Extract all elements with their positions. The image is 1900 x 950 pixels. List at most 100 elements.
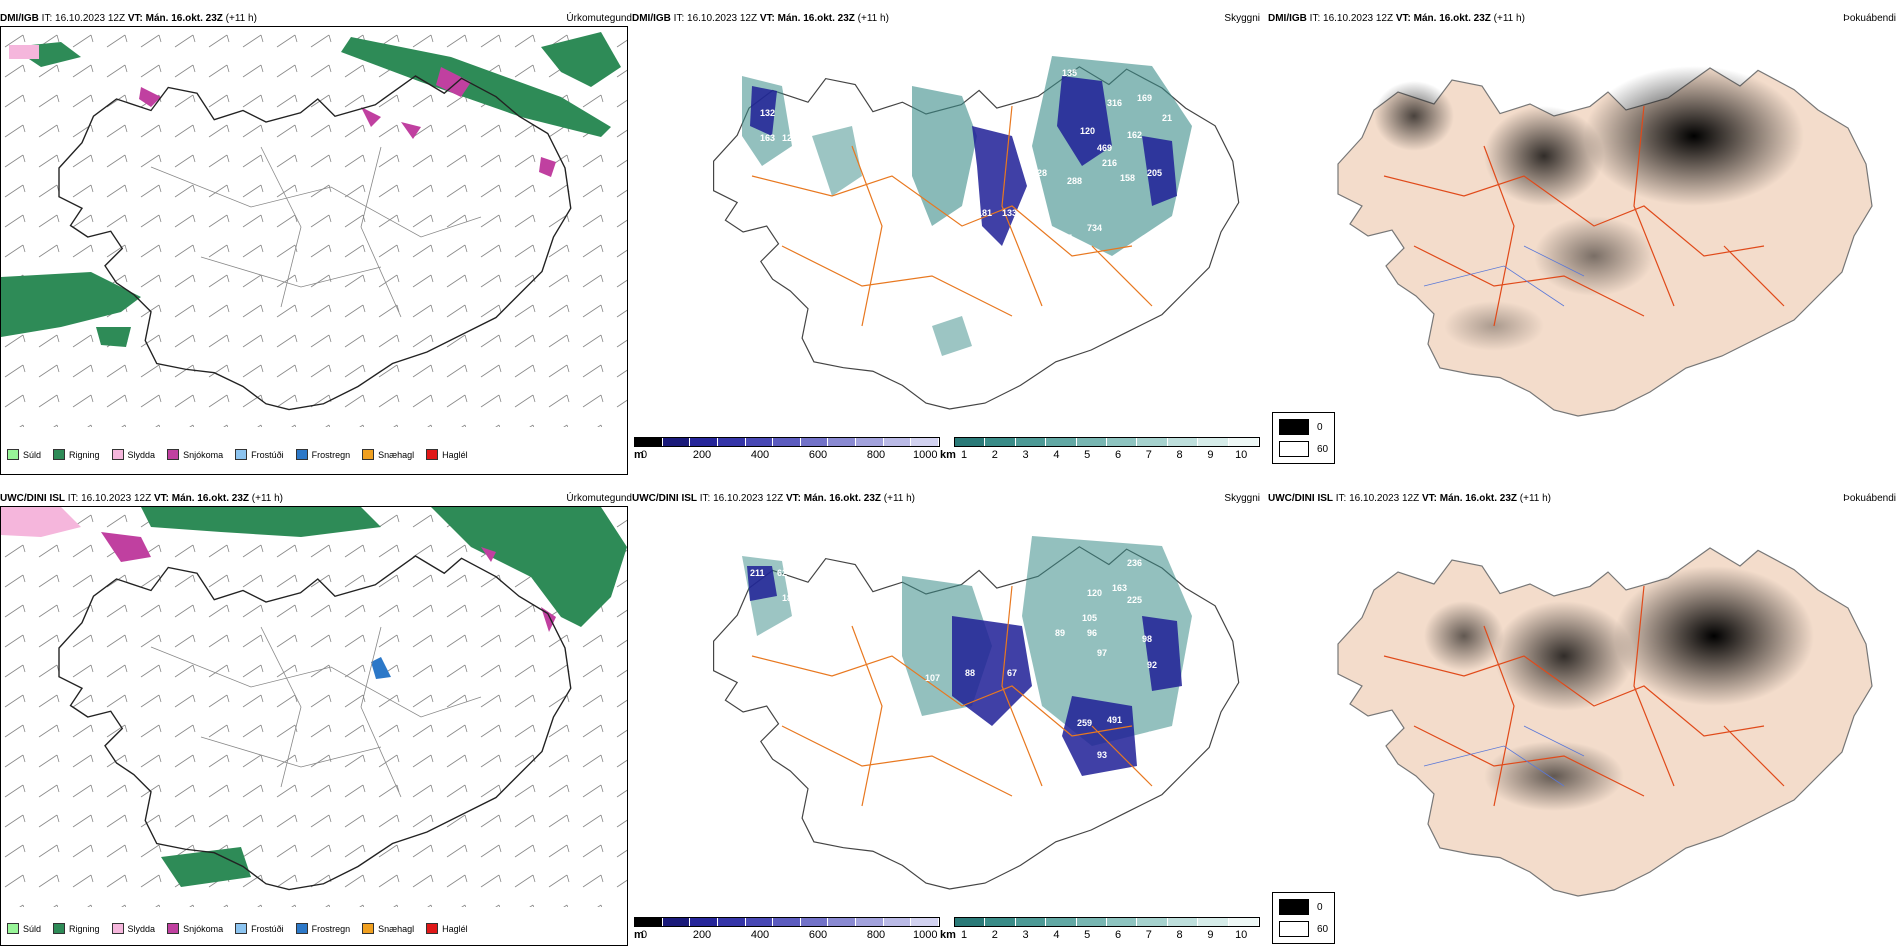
tick: 8: [1176, 449, 1183, 461]
svg-text:96: 96: [1087, 628, 1097, 638]
it-label: IT:: [673, 13, 685, 24]
init-time: 16.10.2023 12Z: [1323, 13, 1394, 24]
panel-title: Þokuábendi: [1843, 493, 1896, 504]
model-name: UWC/DINI ISL: [1268, 493, 1333, 504]
map-frame: Súld Rigning Slydda Snjókoma Frostúði Fr…: [0, 506, 628, 946]
init-time: 16.10.2023 12Z: [687, 13, 758, 24]
legend-label: Haglél: [442, 923, 468, 934]
legend-swatch: [111, 449, 124, 460]
model-name: DMI/IGB: [1268, 13, 1307, 24]
visibility-map: 62 211 18 236 120 163 225 105 89 96 67 1…: [713, 536, 1240, 890]
fog-swatch: [1279, 899, 1309, 915]
legend-label: Snæhagl: [378, 923, 415, 934]
svg-text:181: 181: [977, 208, 992, 218]
tick: 4: [1053, 449, 1060, 461]
fog-swatch: [1279, 441, 1309, 457]
visibility-colorbar: [954, 917, 1260, 927]
legend-item: Rigning: [53, 923, 100, 934]
tick: 400: [750, 929, 770, 941]
visibility-panel-dmi: DMI/IGB IT: 16.10.2023 12Z VT: Mán. 16.o…: [632, 12, 1264, 467]
panel-header: UWC/DINI ISL IT: 16.10.2023 12Z VT: Mán.…: [0, 492, 636, 506]
height-ticks: 0 200 400 600 800 1000: [640, 929, 938, 943]
tick: 1: [960, 929, 968, 941]
height-ticks: 0 200 400 600 800 1000: [641, 449, 938, 463]
tick: 800: [866, 929, 886, 941]
fog-map: [1337, 547, 1873, 897]
svg-text:98: 98: [1142, 634, 1152, 644]
model-name: DMI/IGB: [632, 13, 671, 24]
rain-area: [1, 272, 141, 337]
svg-text:328: 328: [1032, 168, 1047, 178]
tick: 10: [1235, 449, 1248, 461]
legend-swatch: [7, 449, 19, 460]
map-frame: Súld Rigning Slydda Snjókoma Frostúði Fr…: [0, 26, 628, 475]
legend-swatch: [295, 923, 308, 934]
tick: 0: [640, 929, 648, 941]
visibility-colorbar: [954, 437, 1260, 447]
valid-time: Mán. 16.okt. 23Z: [1439, 493, 1517, 504]
tick: 2: [991, 929, 998, 941]
legend-item: Slydda: [111, 449, 155, 460]
tick: 5: [1084, 449, 1091, 461]
tick: 200: [692, 929, 712, 941]
tick: 4: [1053, 929, 1060, 941]
tick: 600: [808, 929, 828, 941]
init-time: 16.10.2023 12Z: [1349, 493, 1420, 504]
it-label: IT:: [41, 13, 53, 24]
snow-area: [139, 87, 161, 107]
precip-type-legend: Súld Rigning Slydda Snjókoma Frostúði Fr…: [7, 449, 468, 460]
legend-swatch: [7, 923, 19, 934]
visibility-panel-uwc: UWC/DINI ISL IT: 16.10.2023 12Z VT: Mán.…: [632, 492, 1264, 950]
vt-label: VT:: [127, 13, 143, 24]
it-label: IT:: [699, 493, 711, 504]
it-label: IT:: [67, 493, 79, 504]
svg-text:88: 88: [965, 668, 975, 678]
precip-type-panel-uwc: UWC/DINI ISL IT: 16.10.2023 12Z VT: Mán.…: [0, 492, 636, 950]
legend-label: Frostregn: [311, 923, 351, 934]
tick: 1000: [913, 929, 938, 941]
svg-text:225: 225: [1127, 595, 1142, 605]
svg-text:491: 491: [1107, 715, 1122, 725]
height-colorbar: [634, 917, 940, 927]
legend-swatch: [426, 449, 439, 460]
vt-label: VT:: [785, 493, 801, 504]
svg-text:469: 469: [1097, 143, 1112, 153]
tick: 7: [1145, 449, 1152, 461]
valid-time: Mán. 16.okt. 23Z: [145, 13, 223, 24]
svg-text:129: 129: [782, 133, 797, 143]
lead-time: (+11 h): [1519, 493, 1552, 504]
svg-text:195: 195: [787, 188, 802, 198]
init-time: 16.10.2023 12Z: [713, 493, 784, 504]
legend-item: Haglél: [426, 923, 468, 934]
legend-item: Snjókoma: [167, 449, 223, 460]
lead-time: (+11 h): [883, 493, 916, 504]
tick: 800: [866, 449, 886, 461]
tick: 10: [1235, 929, 1248, 941]
fog-level: 60: [1317, 443, 1329, 455]
legend-label: Rigning: [69, 449, 100, 460]
legend-item: Frostúði: [235, 449, 284, 460]
vt-label: VT:: [1421, 493, 1437, 504]
init-time: 16.10.2023 12Z: [81, 493, 152, 504]
svg-text:162: 162: [1127, 130, 1142, 140]
fog-level: 60: [1317, 923, 1329, 935]
visibility-ticks: 1 2 3 4 5 6 7 8 9 10: [960, 929, 1248, 943]
fog-legend-item: 0: [1279, 899, 1328, 915]
legend-label: Snjókoma: [183, 449, 224, 460]
legend-swatch: [235, 449, 248, 460]
legend-swatch: [167, 449, 180, 460]
tick: 6: [1114, 449, 1122, 461]
legend-label: Súld: [23, 923, 42, 934]
svg-text:93: 93: [1097, 750, 1107, 760]
svg-text:18: 18: [782, 593, 792, 603]
svg-text:211: 211: [750, 568, 765, 578]
lead-time: (+11 h): [225, 13, 257, 24]
rain-area: [96, 327, 131, 347]
tick: 1000: [913, 449, 938, 461]
panel-header: DMI/IGB IT: 16.10.2023 12Z VT: Mán. 16.o…: [632, 12, 1264, 26]
svg-text:135: 135: [1144, 253, 1159, 263]
legend-label: Frostregn: [311, 449, 351, 460]
legend-label: Snæhagl: [378, 449, 415, 460]
snow-area: [361, 107, 421, 139]
svg-text:133: 133: [1002, 208, 1017, 218]
